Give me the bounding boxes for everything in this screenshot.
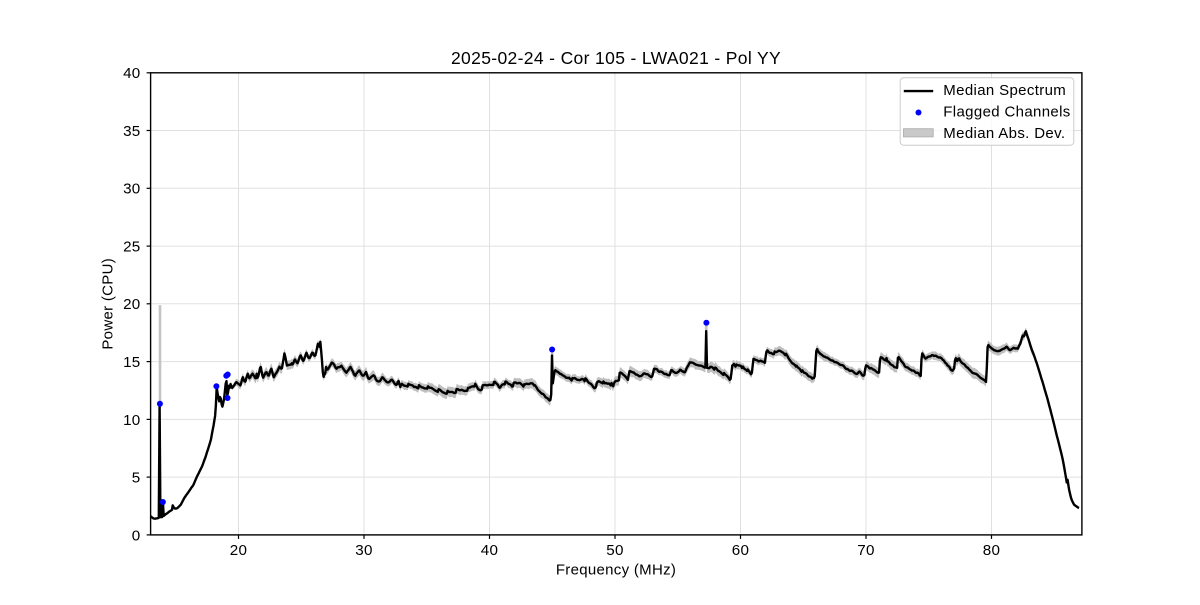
svg-text:Median Spectrum: Median Spectrum (943, 82, 1066, 99)
svg-text:20: 20 (123, 296, 140, 313)
svg-text:20: 20 (230, 542, 247, 559)
svg-text:40: 40 (481, 542, 498, 559)
svg-text:70: 70 (857, 542, 874, 559)
svg-text:0: 0 (132, 527, 141, 544)
svg-text:Flagged Channels: Flagged Channels (943, 104, 1070, 121)
svg-text:2025-02-24 - Cor 105 - LWA021: 2025-02-24 - Cor 105 - LWA021 - Pol YY (451, 48, 781, 68)
svg-text:35: 35 (123, 123, 140, 140)
svg-text:40: 40 (123, 65, 140, 82)
svg-text:10: 10 (123, 412, 140, 429)
svg-text:Power (CPU): Power (CPU) (100, 258, 117, 350)
svg-text:50: 50 (606, 542, 623, 559)
svg-text:25: 25 (123, 239, 140, 256)
svg-text:15: 15 (123, 354, 140, 371)
svg-text:Median Abs. Dev.: Median Abs. Dev. (943, 125, 1065, 142)
svg-text:30: 30 (123, 181, 140, 198)
svg-text:5: 5 (132, 470, 141, 487)
svg-text:30: 30 (355, 542, 372, 559)
svg-text:60: 60 (732, 542, 749, 559)
svg-text:80: 80 (983, 542, 1000, 559)
svg-text:Frequency (MHz): Frequency (MHz) (556, 562, 676, 579)
